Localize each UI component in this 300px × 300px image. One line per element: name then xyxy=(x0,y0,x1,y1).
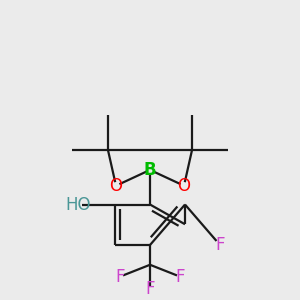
Text: F: F xyxy=(175,268,185,286)
Text: F: F xyxy=(115,268,125,286)
Text: O: O xyxy=(110,177,122,195)
Text: F: F xyxy=(215,236,225,254)
Text: B: B xyxy=(144,161,156,179)
Text: F: F xyxy=(145,280,155,298)
Text: O: O xyxy=(178,177,190,195)
Text: HO: HO xyxy=(65,196,91,214)
